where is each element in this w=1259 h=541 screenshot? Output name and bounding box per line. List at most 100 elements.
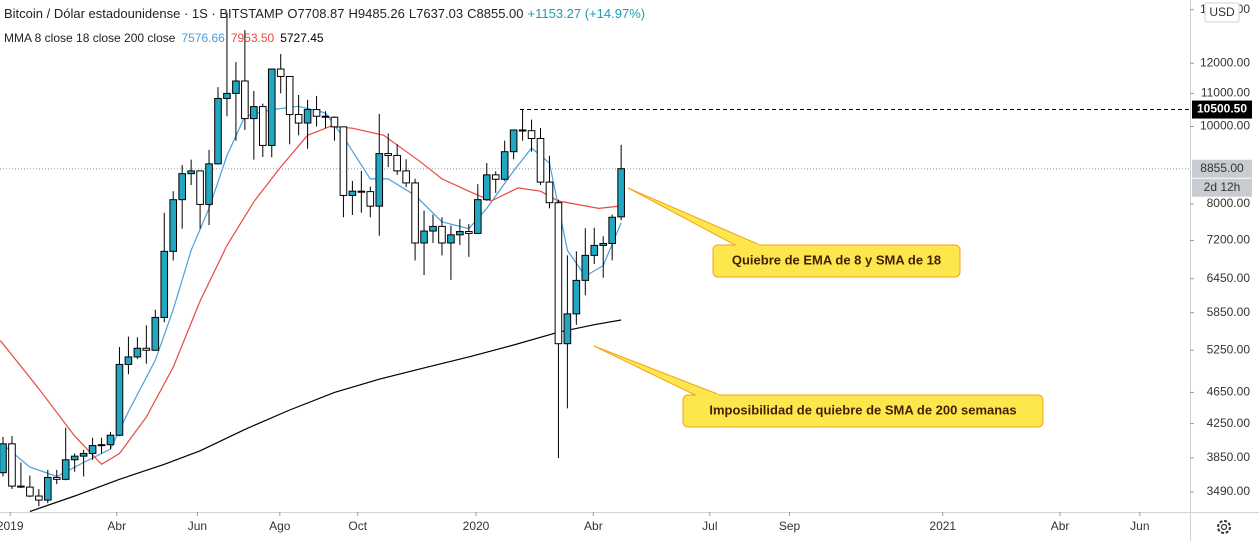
candle-body xyxy=(285,75,294,116)
gear-outer xyxy=(1217,520,1231,534)
x-tick-label: Abr xyxy=(1051,519,1070,533)
candle-body xyxy=(617,168,625,218)
candle-body xyxy=(429,225,437,232)
candle-body xyxy=(8,443,16,487)
callout-pointer xyxy=(593,345,721,396)
candle-body xyxy=(232,80,240,94)
x-tick-label: Ago xyxy=(269,519,291,533)
candle-body xyxy=(142,347,151,351)
callout-pointer xyxy=(627,187,761,246)
y-tick-label: 6450.00 xyxy=(1207,271,1251,285)
countdown-bg xyxy=(1192,178,1252,197)
candle-body xyxy=(214,97,222,165)
candle-body xyxy=(482,174,491,201)
candle-body xyxy=(196,170,204,205)
ma-value: 7576.66 xyxy=(181,31,225,45)
y-tick-label: 10000.00 xyxy=(1200,119,1250,133)
candle-body xyxy=(88,445,97,454)
candle-body xyxy=(411,182,419,244)
candle-body xyxy=(151,316,160,351)
candle-body xyxy=(608,216,616,244)
candle-body xyxy=(456,231,464,236)
currency-button[interactable] xyxy=(1204,2,1240,23)
candle-body xyxy=(545,181,554,204)
candle-body xyxy=(223,92,231,99)
candle-body xyxy=(384,153,393,156)
candle-body xyxy=(339,126,348,196)
candle-body xyxy=(581,254,590,281)
ohlc-value: L7637.03 xyxy=(408,6,464,21)
y-tick-label: 7200.00 xyxy=(1207,233,1251,247)
candle-body xyxy=(500,151,509,180)
callout-box xyxy=(712,244,961,278)
ma-label: MMA 8 close 18 close 200 close xyxy=(4,31,176,45)
ma-legend: MMA 8 close 18 close 200 close 7576.66 795… xyxy=(4,31,330,45)
candle-body xyxy=(0,443,7,474)
candle-body xyxy=(357,190,366,193)
candle-body xyxy=(402,170,410,184)
candle-body xyxy=(474,199,482,234)
candle-body xyxy=(312,109,321,117)
candle-body xyxy=(375,153,384,207)
candle-body xyxy=(491,174,500,180)
plot xyxy=(0,12,1190,512)
candle-body xyxy=(26,486,34,497)
x-tick-label: Jun xyxy=(188,519,207,533)
candle-body xyxy=(187,170,195,175)
candle-body xyxy=(330,116,339,128)
level-label: 10500.50 xyxy=(1197,102,1247,116)
last-price-bg xyxy=(1192,159,1252,178)
ma-line xyxy=(0,125,622,466)
x-tick-label: Oct xyxy=(348,519,367,533)
y-tick-label: 5850.00 xyxy=(1207,305,1251,319)
symbol-header: Bitcoin / Dólar estadounidense · 1S · BI… xyxy=(4,6,649,21)
candle-body xyxy=(258,106,267,146)
x-tick-label: Abr xyxy=(584,519,603,533)
candle-body xyxy=(124,356,133,365)
symbol-title: Bitcoin / Dólar estadounidense · 1S · BI… xyxy=(4,6,284,21)
candle-body xyxy=(250,106,258,120)
candle-body xyxy=(554,202,563,345)
last-price-label: 8855.00 xyxy=(1200,161,1244,175)
x-tick-label: Jun xyxy=(1130,519,1149,533)
level-label-bg xyxy=(1192,100,1252,119)
candle-body xyxy=(465,231,473,234)
candle-body xyxy=(518,129,527,132)
x-tick-label: 2021 xyxy=(929,519,956,533)
candle-body xyxy=(61,459,70,480)
y-tick-label: 12000.00 xyxy=(1200,55,1250,69)
candle-body xyxy=(106,434,115,446)
ma-value: 5727.45 xyxy=(280,31,324,45)
ohlc-value: H9485.26 xyxy=(348,6,405,21)
ohlc-value: C8855.00 xyxy=(467,6,524,21)
candle-body xyxy=(205,163,213,205)
x-tick-label: Sep xyxy=(779,519,801,533)
settings-gear[interactable] xyxy=(1217,520,1231,534)
candle-body xyxy=(115,363,124,436)
candle-body xyxy=(420,230,428,244)
candle-body xyxy=(599,242,608,246)
candle-body xyxy=(267,68,276,146)
candle-body xyxy=(509,129,518,153)
y-tick-label: 3490.00 xyxy=(1207,484,1251,498)
y-tick-label: 8000.00 xyxy=(1207,196,1251,210)
callout-text: Imposibilidad de quiebre de SMA de 200 s… xyxy=(709,402,1016,417)
ma-line xyxy=(2,105,622,478)
y-tick-label: 4650.00 xyxy=(1207,385,1251,399)
y-tick-label: 5250.00 xyxy=(1207,342,1251,356)
candle-body xyxy=(79,452,88,457)
ma-line xyxy=(29,319,622,512)
candle-body xyxy=(43,476,52,501)
candle-body xyxy=(393,154,401,172)
gear-inner xyxy=(1220,523,1228,531)
candle-body xyxy=(348,190,357,196)
candle-body xyxy=(563,313,572,345)
candle-body xyxy=(536,138,545,183)
callout-box xyxy=(682,394,1044,428)
x-tick-label: Abr xyxy=(107,519,126,533)
candle-body xyxy=(572,279,581,315)
candle-body xyxy=(160,250,169,318)
countdown-label: 2d 12h xyxy=(1204,180,1241,194)
